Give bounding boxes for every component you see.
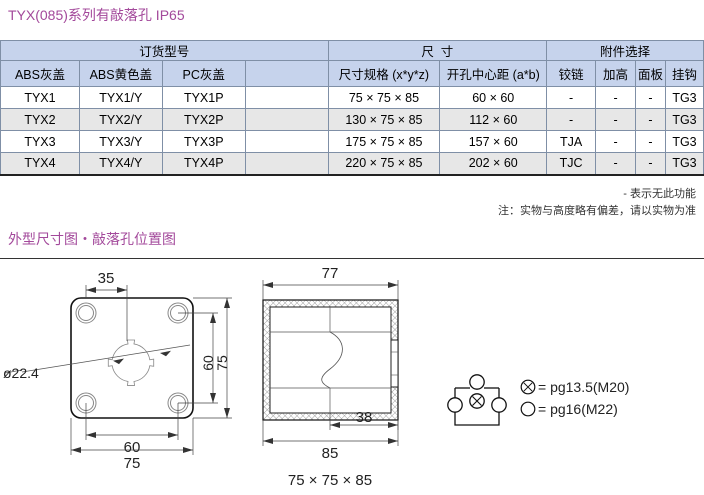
svg-text:35: 35 [98,270,115,287]
svg-text:75: 75 [214,355,230,371]
svg-text:= pg13.5(M20): = pg13.5(M20) [538,379,629,395]
svg-text:85: 85 [322,445,339,462]
svg-text:77: 77 [322,265,339,282]
svg-text:ø22.4: ø22.4 [3,365,39,381]
svg-text:75 × 75 × 85: 75 × 75 × 85 [288,472,372,489]
svg-text:= pg16(M22): = pg16(M22) [538,401,618,417]
svg-text:75: 75 [124,455,141,472]
svg-text:38: 38 [356,409,373,426]
svg-text:60: 60 [124,439,141,456]
